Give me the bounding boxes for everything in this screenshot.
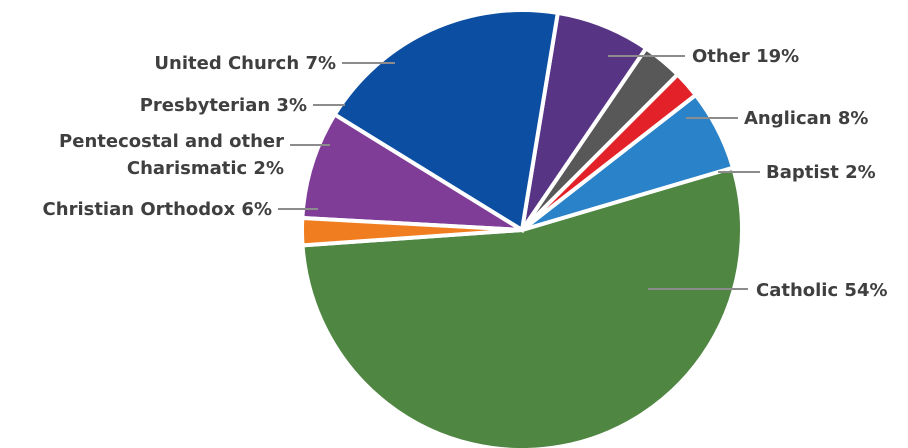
pie-slice-baptist <box>300 215 523 248</box>
data-label-united-church: United Church 7% <box>154 53 336 74</box>
pie-slice-other <box>331 7 561 234</box>
data-label-pentecostal-line1: Pentecostal and other <box>59 131 284 152</box>
pie-slice-anglican <box>300 111 524 232</box>
data-label-anglican: Anglican 8% <box>744 108 868 129</box>
data-labels: Catholic 54% Christian Orthodox 6% Pente… <box>43 46 888 301</box>
data-label-other: Other 19% <box>692 46 799 67</box>
data-label-pentecostal-line2: Charismatic 2% <box>127 158 284 179</box>
data-label-christian-orthodox: Christian Orthodox 6% <box>43 199 272 220</box>
data-label-catholic: Catholic 54% <box>756 280 888 301</box>
data-label-baptist: Baptist 2% <box>766 162 876 183</box>
leader-lines <box>278 55 760 290</box>
data-label-presbyterian: Presbyterian 3% <box>140 95 307 116</box>
pie-slices <box>300 7 744 448</box>
